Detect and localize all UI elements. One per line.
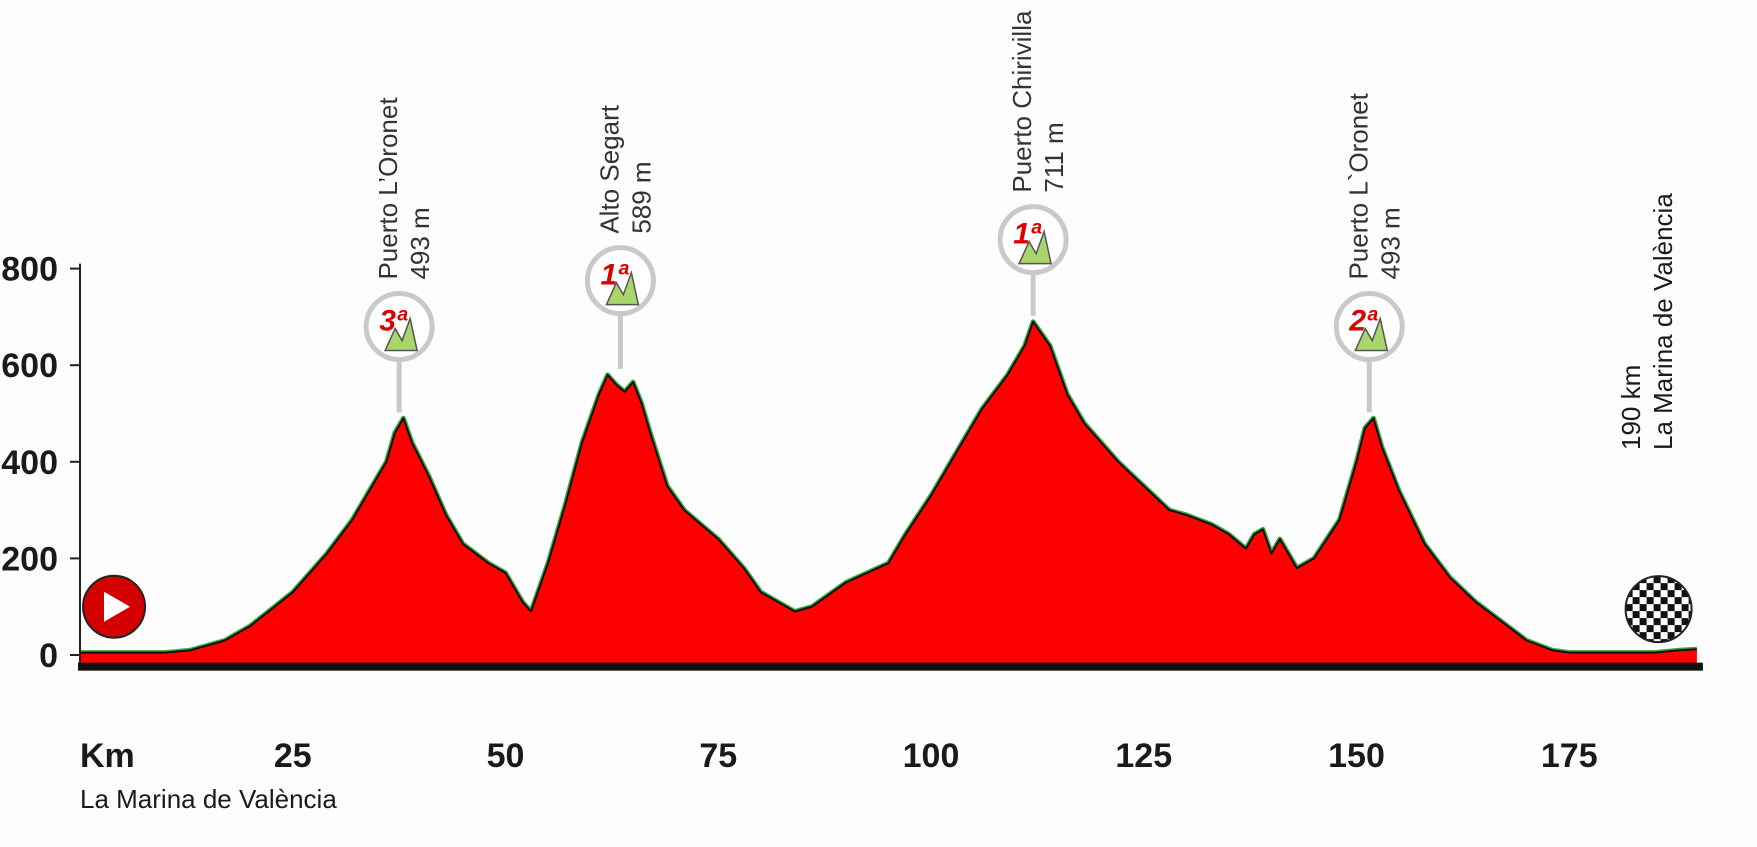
profile-area bbox=[80, 321, 1697, 665]
finish-circle-border bbox=[1624, 575, 1693, 644]
x-tick-label: 150 bbox=[1328, 737, 1385, 775]
climb-altitude: 589 m bbox=[626, 161, 656, 233]
y-tick-label: 600 bbox=[1, 347, 58, 385]
x-axis-bar bbox=[78, 662, 1703, 671]
climb-name: Puerto L’Oronet bbox=[373, 97, 403, 280]
x-tick-label: 50 bbox=[487, 737, 525, 775]
climb-category: 1ª bbox=[600, 259, 629, 292]
mountain-icon bbox=[1354, 315, 1389, 352]
finish-distance-label: 190 km bbox=[1616, 365, 1646, 450]
mountain-icon bbox=[383, 315, 419, 352]
y-tick-label: 200 bbox=[1, 540, 58, 578]
climb-name: Puerto L`Oronet bbox=[1343, 92, 1373, 279]
start-location-label: La Marina de València bbox=[80, 784, 337, 814]
x-tick-label: 175 bbox=[1541, 737, 1598, 775]
x-axis-label: Km bbox=[80, 737, 135, 775]
profile-area-layer bbox=[80, 320, 1697, 665]
x-tick-label: 100 bbox=[903, 737, 960, 775]
y-tick-labels: 0 200 400 600 800 bbox=[1, 251, 80, 675]
profile-line bbox=[80, 320, 1697, 654]
y-tick-label: 400 bbox=[1, 444, 58, 482]
start-finish-icons bbox=[82, 574, 1693, 644]
climb-category: 1ª bbox=[1013, 218, 1042, 251]
axes bbox=[78, 263, 1703, 671]
climb-name: Alto Segart bbox=[594, 104, 624, 233]
y-tick-label: 0 bbox=[39, 637, 58, 675]
climb-name: Puerto Chirivilla bbox=[1007, 10, 1037, 193]
climb-altitude: 493 m bbox=[1375, 207, 1405, 279]
climb-category: 3ª bbox=[379, 305, 408, 338]
y-tick-label: 800 bbox=[1, 251, 58, 289]
climb-category: 2ª bbox=[1348, 305, 1378, 338]
x-tick-labels: 25 50 75 100 125 150 175 bbox=[274, 737, 1598, 775]
climb-altitude: 493 m bbox=[405, 207, 435, 279]
mountain-icon bbox=[605, 269, 640, 306]
x-tick-label: 75 bbox=[699, 737, 737, 775]
finish-location-label: La Marina de València bbox=[1648, 193, 1678, 450]
mountain-icon bbox=[1017, 228, 1053, 265]
checkered-flag-icon bbox=[1624, 575, 1693, 644]
climb-altitude: 711 m bbox=[1039, 122, 1069, 192]
x-tick-label: 125 bbox=[1115, 737, 1172, 775]
x-tick-label: 25 bbox=[274, 737, 312, 775]
play-icon bbox=[104, 591, 131, 622]
